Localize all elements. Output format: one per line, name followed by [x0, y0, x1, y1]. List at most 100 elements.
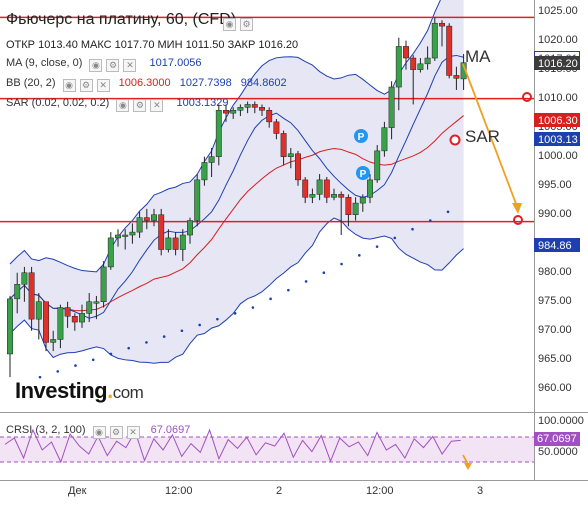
forecast-arrow-head: [512, 203, 522, 214]
gear-icon[interactable]: ⚙: [79, 79, 93, 92]
candle-body: [107, 237, 114, 268]
candle-body: [237, 107, 244, 111]
sar-point: [198, 323, 201, 327]
visibility-icon[interactable]: ◉: [62, 79, 76, 92]
close-price-box: 1016.20: [534, 55, 580, 70]
gear-icon[interactable]: ⚙: [133, 99, 147, 112]
candle-body: [331, 194, 337, 198]
sar-price-box: 1003.13: [534, 131, 580, 146]
candle-body: [115, 234, 121, 239]
level-marker: [513, 215, 523, 225]
candle-body: [165, 237, 172, 250]
gear-icon[interactable]: ⚙: [240, 18, 253, 31]
candle-body: [259, 107, 265, 111]
sar-legend: SAR (0.02, 0.02, 0.2) ◉ ⚙ ✕ 1003.1329: [6, 97, 228, 112]
close-icon[interactable]: ✕: [150, 99, 164, 112]
candle-body: [71, 316, 78, 323]
time-label: 12:00: [366, 485, 394, 497]
sar-marker: [449, 134, 461, 146]
candle-body: [21, 272, 28, 285]
gear-icon[interactable]: ⚙: [109, 426, 123, 439]
osc-tick-50: 50.0000: [538, 446, 578, 458]
candle-body: [367, 179, 373, 198]
candle-body: [352, 202, 359, 215]
sar-point: [340, 262, 343, 266]
crsi-label: CRSI (3, 2, 100): [6, 424, 86, 436]
candle-body: [439, 22, 445, 27]
price-tick-label: 1000.00: [538, 149, 578, 162]
candle-body: [194, 179, 201, 221]
ma-value: 1017.0056: [149, 57, 202, 69]
candle-body: [410, 57, 417, 70]
bb-basis-line: [9, 115, 464, 312]
price-tick-label: 960.00: [538, 381, 572, 394]
sar-point: [251, 306, 255, 309]
bb-band-fill: [10, 0, 464, 364]
candle-body: [374, 150, 381, 181]
sar-point: [233, 312, 237, 315]
bb-legend: BB (20, 2) ◉ ⚙ ✕ 1006.3000 1027.7398 984.8…: [6, 77, 287, 92]
price-tick-label: 975.00: [538, 294, 572, 307]
candle-body: [287, 153, 294, 157]
ma-label: MA (9, close, 0): [6, 57, 83, 69]
visibility-icon[interactable]: ◉: [116, 99, 130, 112]
candle-body: [417, 63, 424, 70]
candle-body: [201, 162, 208, 181]
sar-annotation: SAR: [465, 127, 500, 146]
sar-point: [74, 364, 77, 367]
candle-body: [93, 301, 100, 304]
candle-body: [86, 301, 93, 314]
gear-icon[interactable]: ⚙: [106, 59, 120, 72]
candle-body: [453, 75, 460, 79]
p-marker: [356, 166, 370, 180]
sar-point: [180, 329, 184, 333]
visibility-icon[interactable]: ◉: [223, 18, 236, 31]
candle-body: [338, 194, 345, 198]
price-tick-label: 995.00: [538, 178, 572, 191]
chart-title: Фьючерс на платину, 60, (CFD): [6, 11, 237, 28]
candle-body: [359, 197, 366, 204]
candle-body: [79, 313, 85, 323]
sar-point: [269, 297, 272, 301]
close-icon[interactable]: ✕: [123, 59, 137, 72]
time-label: 2: [276, 485, 283, 497]
price-tick-label: 990.00: [538, 207, 572, 220]
time-label: 12:00: [165, 485, 193, 497]
bb-lower-value: 984.8602: [240, 77, 287, 89]
visibility-icon[interactable]: ◉: [89, 59, 103, 72]
candle-body: [143, 217, 150, 221]
sar-value: 1003.1329: [176, 97, 229, 109]
price-tick-label: 1010.00: [538, 91, 578, 104]
candle-body: [208, 156, 215, 163]
ohlc-readout: ОТКР 1013.40 МАКС 1017.70 МИН 1011.50 ЗА…: [6, 39, 299, 51]
bb-lower-price-box: 984.86: [534, 237, 580, 252]
candle-body: [50, 339, 57, 343]
candle-body: [136, 217, 143, 233]
candle-body: [14, 284, 21, 300]
visibility-icon[interactable]: ◉: [92, 426, 106, 439]
crsi-arrow-head: [464, 463, 472, 470]
p-marker: [354, 129, 368, 143]
sar-point: [38, 375, 42, 379]
close-icon[interactable]: ✕: [126, 426, 140, 439]
p-marker-label: P: [358, 132, 365, 143]
candle-body: [7, 298, 13, 355]
candle-body: [381, 127, 388, 152]
candle-body: [424, 57, 431, 65]
investing-logo: Investing.com: [15, 378, 144, 404]
bb-lower-line: [9, 217, 464, 364]
candle-body: [251, 104, 258, 108]
candle-body: [151, 214, 157, 221]
sar-point: [304, 280, 308, 283]
candle-body: [280, 133, 287, 157]
p-marker-label: P: [360, 169, 367, 180]
candle-body: [57, 307, 64, 340]
candle-body: [446, 25, 453, 76]
bb-upper-line: [9, 0, 441, 273]
candle-body: [316, 179, 323, 195]
logo-dot: .: [107, 378, 113, 403]
logo-brand: Investing: [15, 378, 108, 403]
close-icon[interactable]: ✕: [96, 79, 110, 92]
osc-tick-100: 100.0000: [538, 415, 584, 427]
